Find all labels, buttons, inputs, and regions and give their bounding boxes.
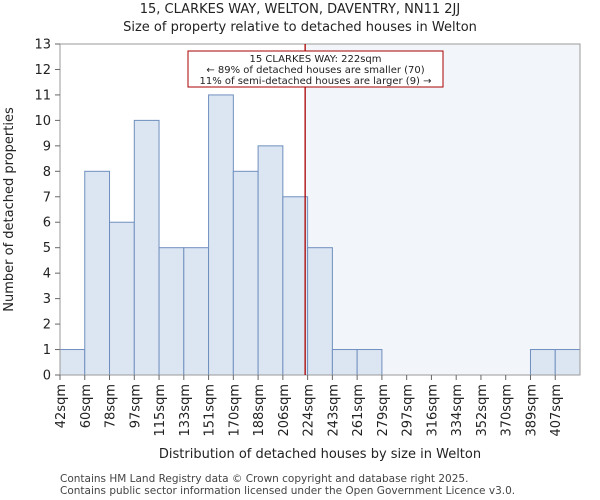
bar-151sqm xyxy=(208,94,234,376)
y-tick-label-6: 6 xyxy=(43,216,51,231)
x-axis-label: Distribution of detached houses by size … xyxy=(159,447,481,462)
highlight-region xyxy=(305,44,580,375)
bar-188sqm xyxy=(257,145,284,376)
bar-407sqm xyxy=(554,349,581,376)
y-tick-label-10: 10 xyxy=(34,114,51,129)
y-tick-label-13: 13 xyxy=(34,38,51,53)
y-tick-label-2: 2 xyxy=(43,318,51,333)
x-tick-label-407sqm: 407sqm xyxy=(549,384,564,437)
y-tick-label-11: 11 xyxy=(34,88,51,103)
y-tick-label-8: 8 xyxy=(43,165,51,180)
x-tick-label-352sqm: 352sqm xyxy=(475,384,490,437)
footer-licence: Contains public sector information licen… xyxy=(60,485,516,497)
x-tick-label-133sqm: 133sqm xyxy=(178,384,193,437)
bar-60sqm xyxy=(84,170,111,376)
bar-206sqm xyxy=(282,196,309,376)
plot-frame xyxy=(59,43,581,376)
annotation-line-1: 15 CLARKES WAY: 222sqm xyxy=(250,54,382,65)
x-tick-label-370sqm: 370sqm xyxy=(500,384,515,437)
x-tick-label-316sqm: 316sqm xyxy=(425,384,440,437)
y-tick-label-0: 0 xyxy=(43,369,51,384)
x-tick-label-297sqm: 297sqm xyxy=(401,384,416,437)
footer-copyright: Contains HM Land Registry data © Crown c… xyxy=(60,473,469,485)
bar-170sqm xyxy=(232,170,259,376)
bar-97sqm xyxy=(133,119,160,376)
x-tick-label-389sqm: 389sqm xyxy=(524,384,539,437)
x-tick-label-60sqm: 60sqm xyxy=(79,384,94,428)
y-tick-label-9: 9 xyxy=(43,139,51,154)
x-tick-label-206sqm: 206sqm xyxy=(277,384,292,437)
bar-224sqm xyxy=(307,247,333,376)
bar-115sqm xyxy=(158,247,185,376)
annotation-box xyxy=(187,50,444,88)
y-axis-label: Number of detached properties xyxy=(2,107,17,312)
bar-78sqm xyxy=(109,221,135,376)
bar-243sqm xyxy=(331,349,358,376)
y-tick-label-4: 4 xyxy=(43,267,51,282)
x-tick-label-188sqm: 188sqm xyxy=(252,384,267,437)
x-tick-label-334sqm: 334sqm xyxy=(450,384,465,437)
bar-261sqm xyxy=(356,349,383,376)
x-tick-label-115sqm: 115sqm xyxy=(153,384,168,437)
x-tick-label-261sqm: 261sqm xyxy=(351,384,366,437)
x-tick-label-42sqm: 42sqm xyxy=(54,384,69,428)
y-tick-label-7: 7 xyxy=(43,190,51,205)
x-tick-label-151sqm: 151sqm xyxy=(203,384,218,437)
y-tick-label-3: 3 xyxy=(43,292,51,307)
annotation-line-3: 11% of semi-detached houses are larger (… xyxy=(199,76,431,87)
chart-subtitle: Size of property relative to detached ho… xyxy=(123,20,477,35)
x-tick-label-243sqm: 243sqm xyxy=(326,384,341,437)
y-tick-label-12: 12 xyxy=(34,63,51,78)
bar-133sqm xyxy=(183,247,210,376)
x-tick-label-97sqm: 97sqm xyxy=(128,384,143,428)
x-tick-label-170sqm: 170sqm xyxy=(227,384,242,437)
annotation-line-2: ← 89% of detached houses are smaller (70… xyxy=(206,65,424,76)
chart-title: 15, CLARKES WAY, WELTON, DAVENTRY, NN11 … xyxy=(139,2,461,17)
bar-42sqm xyxy=(59,349,86,376)
x-tick-label-78sqm: 78sqm xyxy=(104,384,119,428)
bar-389sqm xyxy=(529,349,556,376)
x-tick-label-279sqm: 279sqm xyxy=(376,384,391,437)
y-tick-label-5: 5 xyxy=(43,241,51,256)
x-tick-label-224sqm: 224sqm xyxy=(302,384,317,437)
y-tick-label-1: 1 xyxy=(43,343,51,358)
